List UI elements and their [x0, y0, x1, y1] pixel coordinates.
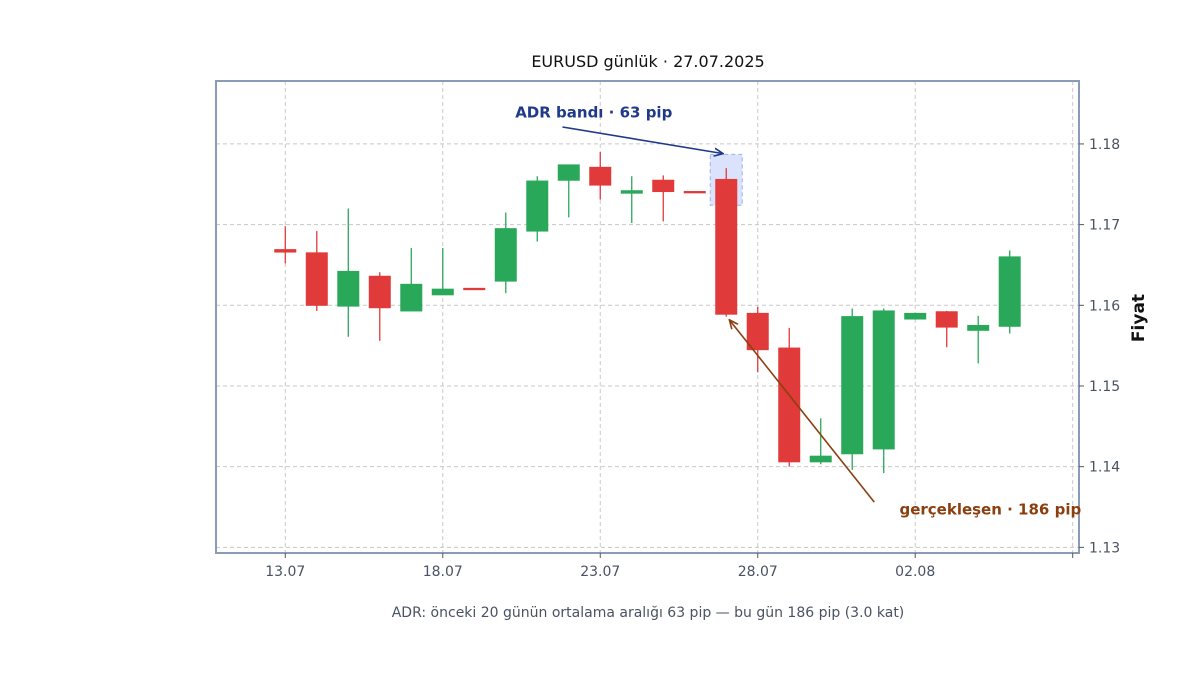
x-tick-label: 13.07: [265, 564, 305, 580]
x-tick-label: 02.08: [895, 564, 935, 580]
candle-body: [841, 316, 864, 455]
annotation-label: ADR bandı · 63 pip: [515, 103, 672, 121]
grid: [216, 81, 1079, 553]
candle-body: [778, 347, 801, 463]
candle-body: [274, 249, 297, 253]
candle-body: [935, 311, 958, 328]
candle-body: [683, 191, 706, 194]
candle-body: [904, 312, 927, 320]
candle-body: [557, 164, 580, 181]
candles: [274, 152, 1021, 474]
x-tick-label: 18.07: [423, 564, 463, 580]
x-tick-label: 23.07: [580, 564, 620, 580]
annotations: ADR bandı · 63 pip gerçekleşen · 186 pip: [515, 103, 1081, 518]
candle-body: [337, 270, 360, 307]
candle-body: [715, 178, 738, 315]
y-axis-label: Fiyat: [1129, 294, 1149, 342]
candle-body: [526, 180, 549, 232]
x-tick-label: 28.07: [738, 564, 778, 580]
candle-body: [589, 166, 612, 186]
y-tick-label: 1.17: [1089, 218, 1120, 234]
candle-body: [368, 275, 391, 309]
annotation-arrow: [562, 126, 723, 154]
annotation-label: gerçekleşen · 186 pip: [899, 500, 1081, 518]
candle-body: [967, 324, 990, 331]
candle-body: [998, 256, 1021, 327]
chart-caption: ADR: önceki 20 günün ortalama aralığı 63…: [392, 605, 905, 621]
candle-body: [620, 190, 643, 194]
candle-body: [494, 228, 517, 282]
y-tick-label: 1.16: [1089, 298, 1120, 314]
chart-title: EURUSD günlük · 27.07.2025: [531, 52, 764, 71]
annotation-arrow: [729, 320, 875, 503]
y-tick-label: 1.14: [1089, 460, 1120, 476]
candle-body: [872, 310, 895, 450]
candle-body: [400, 283, 423, 312]
candle-body: [305, 252, 328, 306]
y-tick-label: 1.18: [1089, 137, 1120, 153]
y-tick-label: 1.13: [1089, 540, 1120, 556]
candle-body: [463, 287, 486, 291]
candle-body: [431, 288, 454, 296]
y-tick-label: 1.15: [1089, 379, 1120, 395]
candle-body: [746, 312, 769, 351]
candle-body: [652, 179, 675, 193]
x-axis: 13.07 18.07 23.07 28.07 02.08: [265, 553, 1074, 580]
y-axis: 1.13 1.14 1.15 1.16 1.17 1.18: [1079, 137, 1120, 556]
candle-body: [809, 455, 832, 463]
plot-frame: [215, 80, 1080, 554]
